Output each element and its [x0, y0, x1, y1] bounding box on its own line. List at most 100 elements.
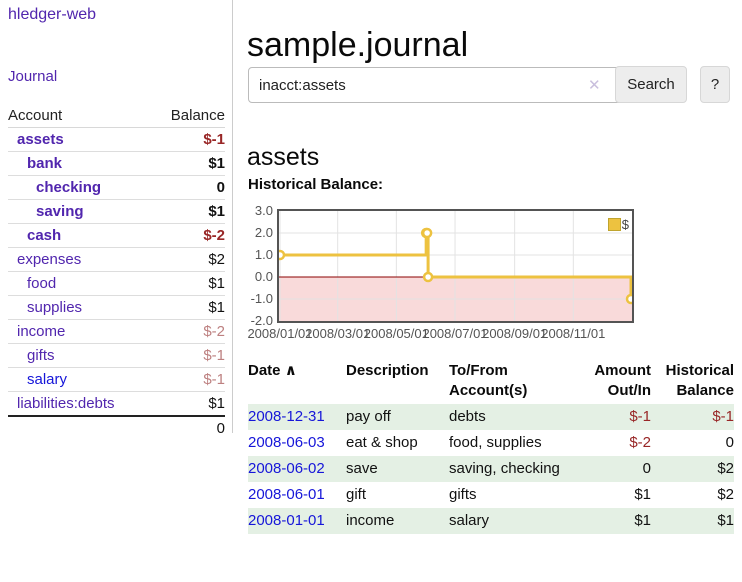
register-table: Date ∧ Description To/From Account(s) Am…: [248, 358, 734, 534]
account-link-gifts[interactable]: gifts: [27, 347, 55, 364]
accounts-header-balance: Balance: [151, 104, 225, 128]
clear-search-icon[interactable]: ✕: [588, 77, 601, 94]
y-axis-tick-label: 3.0: [254, 203, 273, 218]
register-row: 2008-12-31 pay off debts $-1 $-1: [248, 404, 734, 430]
transaction-date-link[interactable]: 2008-12-31: [248, 408, 325, 425]
account-balance: $1: [208, 155, 225, 172]
register-row: 2008-06-03 eat & shop food, supplies $-2…: [248, 430, 734, 456]
accounts-header-row: Account Balance: [8, 104, 225, 128]
account-link-supplies[interactable]: supplies: [27, 299, 83, 316]
transaction-balance: 0: [725, 434, 734, 451]
account-link-expenses[interactable]: expenses: [17, 251, 82, 268]
y-axis-tick-label: 0.0: [254, 269, 273, 284]
account-balance: $2: [208, 251, 225, 268]
transaction-description: gift: [346, 486, 367, 503]
transaction-description: income: [346, 512, 395, 529]
register-row: 2008-06-02 save saving, checking 0 $2: [248, 456, 734, 482]
transaction-description: pay off: [346, 408, 391, 425]
legend-label: $: [621, 217, 629, 232]
account-row-bank: bank $1: [8, 151, 225, 176]
account-row-gifts: gifts $-1: [8, 343, 225, 368]
transaction-amount: $1: [634, 486, 651, 503]
account-row-liabilities-debts: liabilities:debts $1: [8, 391, 225, 417]
sidebar-divider: [232, 0, 233, 433]
accounts-total-value: 0: [216, 420, 225, 437]
sidebar-accounts-table: Account Balance assets $-1 bank $1 check…: [8, 104, 225, 440]
transaction-description: save: [346, 460, 378, 477]
chart-legend: $: [607, 217, 629, 232]
transaction-amount: $1: [634, 512, 651, 529]
help-button[interactable]: ?: [700, 66, 730, 103]
account-link-income[interactable]: income: [17, 323, 66, 340]
transaction-date-link[interactable]: 2008-01-01: [248, 512, 325, 529]
transaction-accounts: gifts: [449, 486, 477, 503]
column-header-historical-balance: Historical Balance: [665, 362, 734, 399]
transaction-date-link[interactable]: 2008-06-03: [248, 434, 325, 451]
account-row-salary: salary $-1: [8, 367, 225, 392]
transaction-accounts: salary: [449, 512, 490, 529]
transaction-date-link[interactable]: 2008-06-02: [248, 460, 325, 477]
x-axis-tick-label: 2008/09/01: [482, 326, 548, 341]
x-axis-tick-label: 2008/01/01: [247, 326, 313, 341]
account-balance: $1: [208, 203, 225, 220]
transaction-description: eat & shop: [346, 434, 418, 451]
account-balance: 0: [216, 179, 225, 196]
transaction-date-link[interactable]: 2008-06-01: [248, 486, 325, 503]
account-link-food[interactable]: food: [27, 275, 57, 292]
account-link-liabilities-debts[interactable]: liabilities:debts: [17, 395, 115, 412]
account-heading: assets: [247, 142, 320, 171]
x-axis-tick-label: 2008/03/01: [305, 326, 371, 341]
sort-asc-icon: ∧: [284, 362, 297, 379]
account-link-assets[interactable]: assets: [17, 131, 64, 148]
account-row-assets: assets $-1: [8, 128, 225, 152]
account-row-expenses: expenses $2: [8, 247, 225, 272]
transaction-accounts: food, supplies: [449, 434, 542, 451]
account-link-saving[interactable]: saving: [36, 203, 84, 220]
transaction-balance: $2: [717, 460, 734, 477]
x-axis-tick-label: 2008/05/01: [363, 326, 429, 341]
register-header-row: Date ∧ Description To/From Account(s) Am…: [248, 358, 734, 404]
historical-balance-chart: $: [274, 209, 637, 323]
account-balance: $-1: [203, 347, 225, 364]
y-axis-tick-label: -2.0: [250, 313, 273, 328]
sidebar-item-journal[interactable]: Journal: [8, 68, 58, 85]
x-axis-tick-label: 2008/11/01: [541, 326, 606, 341]
chart-title: Historical Balance:: [248, 176, 384, 193]
column-header-description: Description: [346, 362, 429, 379]
account-row-supplies: supplies $1: [8, 295, 225, 320]
column-header-tofrom-accounts: To/From Account(s): [449, 362, 528, 399]
transaction-accounts: debts: [449, 408, 486, 425]
account-balance: $-1: [203, 131, 225, 148]
search-input[interactable]: [248, 67, 638, 103]
account-link-bank[interactable]: bank: [27, 155, 63, 172]
y-axis-tick-label: 2.0: [254, 225, 273, 240]
account-link-cash[interactable]: cash: [27, 227, 62, 244]
search-button[interactable]: Search: [615, 66, 687, 103]
page-title: sample.journal: [247, 25, 469, 64]
account-row-saving: saving $1: [8, 199, 225, 224]
account-balance: $-1: [203, 371, 225, 388]
account-link-checking[interactable]: checking: [36, 179, 102, 196]
account-balance: $1: [208, 395, 225, 412]
transaction-amount: $-2: [629, 434, 651, 451]
accounts-header-account: Account: [8, 104, 152, 128]
account-row-checking: checking 0: [8, 175, 225, 200]
x-axis-tick-label: 2008/07/01: [422, 326, 488, 341]
account-row-income: income $-2: [8, 319, 225, 344]
account-link-salary[interactable]: salary: [27, 371, 68, 388]
transaction-balance: $-1: [712, 408, 734, 425]
transaction-balance: $1: [717, 512, 734, 529]
account-balance: $-2: [203, 323, 225, 340]
account-row-cash: cash $-2: [8, 223, 225, 248]
chart-plot-area: [274, 211, 637, 321]
transaction-amount: 0: [642, 460, 651, 477]
transaction-balance: $2: [717, 486, 734, 503]
column-header-date[interactable]: Date ∧: [248, 362, 297, 379]
app-brand-link[interactable]: hledger-web: [8, 6, 97, 23]
account-balance: $1: [208, 275, 225, 292]
column-header-amount-outin: Amount Out/In: [594, 362, 651, 399]
account-balance: $1: [208, 299, 225, 316]
transaction-amount: $-1: [629, 408, 651, 425]
account-row-food: food $1: [8, 271, 225, 296]
